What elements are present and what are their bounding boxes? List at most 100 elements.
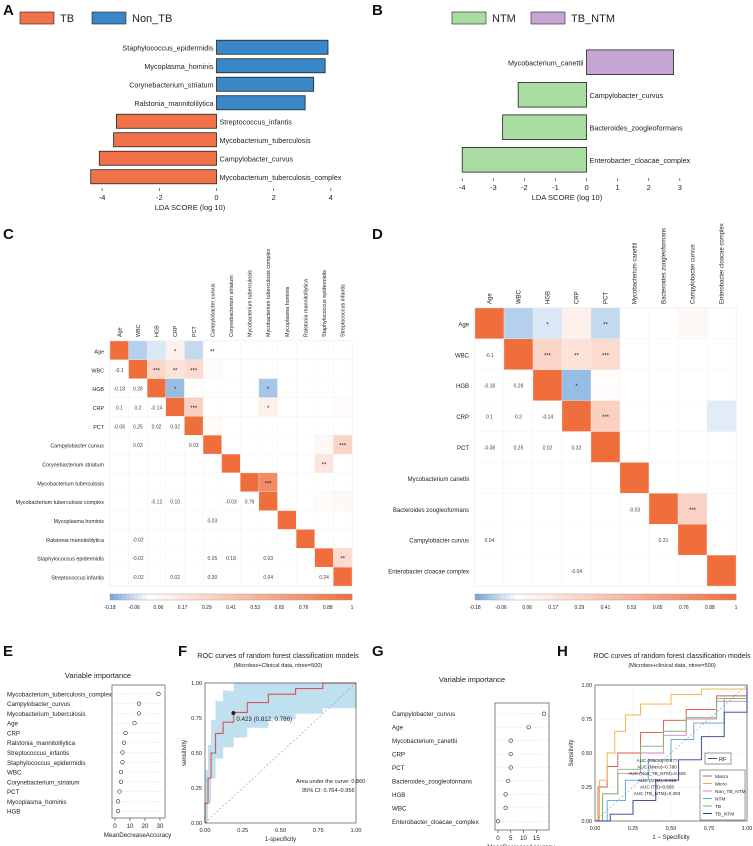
colorbar-segment: [609, 594, 615, 600]
correlation-value: -0.14: [542, 415, 554, 421]
lda-bar-label: Campylobacter_curvus: [220, 154, 294, 163]
heatmap-cell: [240, 567, 260, 587]
heatmap-cell: [165, 510, 185, 530]
heatmap-cell: [706, 524, 737, 556]
heatmap-cell: [648, 369, 679, 401]
colorbar-tick: 0.76: [299, 605, 309, 611]
colorbar-segment: [583, 594, 589, 600]
heatmap-cell: [128, 510, 148, 530]
heatmap-cell: [202, 453, 222, 474]
significance-star: ***: [544, 353, 552, 359]
column-label: CRP: [173, 325, 179, 337]
colorbar-segment: [505, 594, 511, 600]
colorbar-segment: [214, 594, 220, 600]
correlation-value: -0.03: [629, 507, 641, 513]
importance-point: [503, 792, 508, 797]
lda-bar-label: Mycobacterium_tuberculosis: [220, 136, 311, 145]
series-legend-box: [699, 769, 746, 821]
colorbar-segment: [605, 594, 611, 600]
significance-star: ***: [190, 406, 198, 412]
x-tick-label: 1.00: [351, 828, 362, 834]
heatmap-cell: [590, 369, 621, 401]
heatmap-cell: [184, 472, 204, 492]
heatmap-cell: [165, 397, 185, 417]
colorbar-segment: [218, 594, 224, 600]
colorbar-segment: [154, 594, 159, 600]
heatmap-cell: [333, 359, 353, 379]
lda-bar: [216, 95, 306, 111]
heatmap-cell: [258, 340, 278, 360]
colorbar-segment: [339, 594, 345, 600]
correlation-value: 0.03: [133, 443, 143, 449]
heatmap-cell: [277, 529, 297, 549]
colorbar-segment: [331, 594, 337, 600]
colorbar-segment: [540, 594, 545, 600]
plot-frame: [494, 702, 550, 831]
roc-curve-f: ROC curves of random forest classificati…: [182, 651, 365, 843]
row-label: Age: [458, 322, 469, 328]
legend-label-Non_TB_NTM: Non_TB_NTM: [715, 789, 746, 795]
heatmap-cell: [590, 307, 621, 340]
importance-point: [136, 711, 142, 716]
lda-bar-label: Staphylococcus_epidermidis: [122, 43, 213, 52]
lda-bar: [216, 58, 326, 74]
heatmap-cell: [296, 472, 315, 492]
colorbar-segment: [226, 594, 232, 600]
heatmap-cell: [503, 554, 534, 587]
heatmap-cell: [619, 338, 650, 370]
panel-letter-c: C: [3, 226, 14, 243]
colorbar-segment: [255, 594, 260, 600]
variable-label: Mycobacterium_canettii: [392, 738, 457, 745]
column-label: Ralstonia mannitolilytica: [303, 279, 309, 337]
colorbar-segment: [178, 594, 183, 600]
heatmap-cell: [296, 359, 315, 379]
heatmap-cell: [240, 529, 260, 549]
row-label: CRP: [93, 406, 105, 412]
heatmap-cell: [532, 493, 563, 525]
variable-label: Age: [7, 721, 19, 728]
colorbar-segment: [323, 594, 329, 600]
chart-title: Variable importance: [65, 671, 131, 680]
legend-label-Non_TB: Non_TB: [132, 13, 172, 25]
row-label: WBC: [91, 368, 104, 374]
heatmap-cell: [165, 472, 185, 492]
correlation-value: 0.32: [572, 446, 582, 452]
colorbar-segment: [644, 594, 650, 600]
heatmap-cell: [619, 524, 650, 556]
correlation-value: -0.04: [571, 569, 583, 575]
heatmap-cell: [109, 510, 129, 530]
lda-bar-label: Bacteroides_zoogleoformans: [590, 123, 683, 132]
heatmap-cell: [474, 307, 505, 340]
heatmap-cell: [648, 338, 679, 370]
heatmap-cell: [706, 431, 737, 463]
colorbar-segment: [640, 594, 645, 600]
column-label: Enterobacter cloacae complex: [720, 223, 726, 304]
heatmap-cell: [240, 340, 260, 360]
heatmap-cell: [109, 472, 129, 492]
colorbar-segment: [210, 594, 216, 600]
heatmap-cell: [202, 397, 222, 417]
heatmap-cell: [296, 453, 315, 474]
heatmap-cell: [240, 453, 260, 474]
importance-point: [156, 691, 161, 696]
heatmap-cell: [706, 307, 737, 340]
legend-label-Macro: Macro: [715, 774, 729, 780]
heatmap-cell: [128, 453, 148, 474]
lda-bar: [586, 49, 674, 76]
heatmap-cell: [706, 462, 737, 494]
heatmap-cell: [561, 307, 592, 340]
panel-letter-d: D: [372, 226, 383, 243]
x-axis-label: LDA SCORE (log 10): [155, 203, 226, 212]
lda-bar: [98, 150, 217, 166]
colorbar-segment: [544, 594, 550, 600]
colorbar-segment: [496, 594, 502, 600]
x-tick-label: 4: [329, 193, 333, 202]
heatmap-cell: [619, 369, 650, 401]
importance-point: [118, 779, 124, 784]
heatmap-cell: [277, 472, 297, 492]
colorbar-segment: [553, 594, 558, 600]
row-label: Campylobacter curvus: [50, 444, 104, 450]
heatmap-cell: [221, 529, 241, 549]
colorbar-tick: -0.18: [104, 605, 116, 611]
correlation-value: -0.02: [132, 575, 144, 581]
